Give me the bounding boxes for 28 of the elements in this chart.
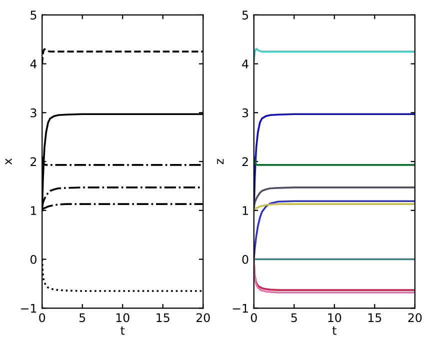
y-tick-label: 4 <box>242 60 248 68</box>
x-tick-label: 0 <box>39 313 46 322</box>
x-tick-label: 20 <box>196 313 210 322</box>
y-axis-title: x <box>5 158 12 165</box>
x-tick-label: 5 <box>80 313 86 322</box>
y-tick-label: 4 <box>30 60 37 68</box>
x-tick-label: 20 <box>408 313 422 322</box>
y-tick-label: −1 <box>21 304 36 313</box>
y-tick-label: 5 <box>30 10 36 20</box>
y-tick-label: 0 <box>242 254 248 264</box>
y-tick-label: 5 <box>242 10 248 20</box>
x-tick-label: 10 <box>116 313 130 322</box>
y-tick-label: −1 <box>232 304 248 313</box>
x-tick-label: 10 <box>328 313 342 322</box>
x-axis-title: t <box>332 326 336 335</box>
x-tick-label: 15 <box>156 313 170 322</box>
x-tick-label: 0 <box>250 313 257 322</box>
y-tick-label: 1 <box>242 206 248 215</box>
x-tick-label: 5 <box>291 313 297 322</box>
x-tick-label: 15 <box>368 313 382 322</box>
x-axis-title: t <box>120 326 125 335</box>
y-tick-label: 1 <box>31 206 36 215</box>
y-tick-label: 3 <box>30 108 36 118</box>
y-tick-label: 3 <box>242 108 248 118</box>
y-axis-title: z <box>217 158 224 164</box>
y-tick-label: 2 <box>242 157 248 166</box>
y-tick-label: 0 <box>30 254 36 264</box>
y-tick-label: 2 <box>30 157 36 166</box>
